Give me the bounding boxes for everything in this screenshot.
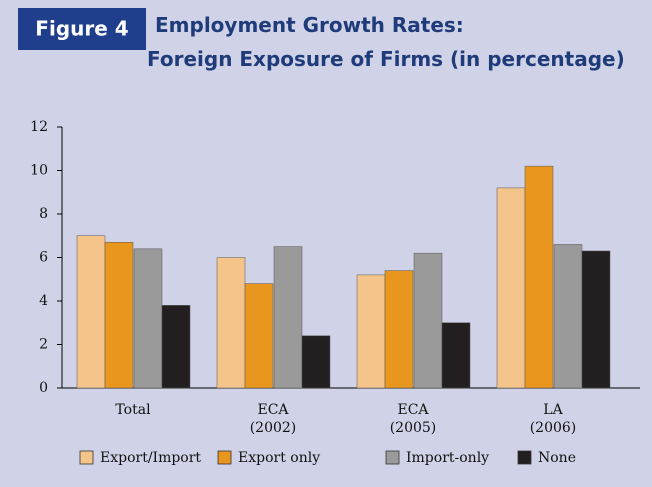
figure-label: Figure 4 xyxy=(35,17,128,41)
bar xyxy=(76,235,106,389)
chart-title: Foreign Exposure of Firms (in percentage… xyxy=(147,47,625,71)
figure-box xyxy=(18,8,146,50)
bar xyxy=(496,187,526,389)
y-tick-label: 8 xyxy=(39,206,48,222)
bar xyxy=(161,305,191,389)
bar xyxy=(441,322,471,389)
y-tick-label: 10 xyxy=(30,163,48,179)
legend-swatch xyxy=(217,450,232,465)
bar xyxy=(356,274,386,389)
bar xyxy=(133,248,163,389)
bar xyxy=(216,257,246,389)
legend-swatch xyxy=(79,450,94,465)
legend-label: Import-only xyxy=(406,450,489,466)
bar xyxy=(104,242,134,389)
y-tick-label: 0 xyxy=(39,380,48,396)
bar xyxy=(581,250,611,389)
legend-swatch xyxy=(385,450,400,465)
legend-label: None xyxy=(538,450,576,466)
bar xyxy=(553,244,583,389)
bar xyxy=(413,252,443,389)
bar xyxy=(301,335,331,389)
y-tick-label: 12 xyxy=(30,119,48,135)
bar xyxy=(273,246,303,389)
bar xyxy=(384,270,414,389)
x-tick-label: ECA (2005) xyxy=(390,402,437,436)
x-tick-label: Total xyxy=(115,402,151,418)
bar xyxy=(244,283,274,389)
chart-title: Employment Growth Rates: xyxy=(155,13,464,37)
legend-label: Export only xyxy=(238,450,320,466)
legend-swatch xyxy=(517,450,532,465)
y-tick-label: 6 xyxy=(39,250,48,266)
y-tick-label: 4 xyxy=(39,293,48,309)
x-tick-label: LA (2006) xyxy=(530,402,577,436)
y-tick-label: 2 xyxy=(39,337,48,353)
x-tick-label: ECA (2002) xyxy=(250,402,297,436)
bar xyxy=(524,165,554,389)
legend-label: Export/Import xyxy=(100,450,201,466)
